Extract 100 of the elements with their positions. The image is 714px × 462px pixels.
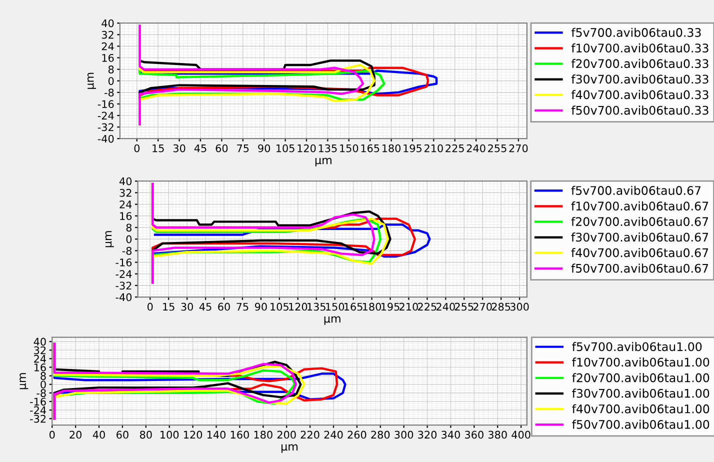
x-tick-label: 160 <box>230 430 249 439</box>
x-tick-label: 80 <box>140 430 152 439</box>
x-tick-label: 60 <box>216 144 228 152</box>
x-tick-label: 45 <box>194 144 206 152</box>
x-tick-label: 30 <box>181 302 193 311</box>
y-tick-label: -24 <box>116 270 132 278</box>
legend-label: f50v700.avib06tau1.00 <box>572 420 710 429</box>
y-tick-label: 32 <box>120 188 132 197</box>
y-tick-label: 0 <box>126 235 132 244</box>
x-tick-label: 60 <box>116 430 128 439</box>
y-tick-label: 32 <box>34 346 46 354</box>
x-tick-label: 300 <box>510 302 529 311</box>
x-tick-label: 285 <box>492 302 510 311</box>
x-tick-label: 90 <box>258 144 270 152</box>
x-tick-label: 150 <box>340 144 358 152</box>
x-tick-label: 320 <box>418 430 437 439</box>
x-tick-label: 270 <box>509 144 528 152</box>
y-tick-label: -32 <box>30 414 46 423</box>
y-axis-title: µm <box>105 231 114 248</box>
x-tick-label: 165 <box>361 144 380 152</box>
text: f5v700.avib06tau0.67 <box>571 186 701 195</box>
x-tick-label: 180 <box>382 144 401 152</box>
x-tick-label: 400 <box>512 430 530 439</box>
x-tick-label: 225 <box>418 302 436 311</box>
y-tick-label: -8 <box>104 88 114 97</box>
x-tick-label: 120 <box>184 430 202 439</box>
y-tick-label: 16 <box>34 363 46 372</box>
y-tick-label: 40 <box>34 338 46 346</box>
x-tick-label: 15 <box>152 144 164 152</box>
x-tick-label: 255 <box>488 144 506 152</box>
y-tick-label: 40 <box>120 177 132 186</box>
x-tick-label: 105 <box>276 144 294 152</box>
x-tick-label: 360 <box>465 430 484 439</box>
y-tick-label: -8 <box>36 389 46 398</box>
y-tick-label: 8 <box>40 372 46 380</box>
x-tick-label: 75 <box>236 302 248 311</box>
y-tick-label: -40 <box>98 134 114 143</box>
x-tick-label: 20 <box>70 430 82 439</box>
x-tick-label: 135 <box>308 302 326 311</box>
x-tick-label: 380 <box>488 430 507 439</box>
y-tick-label: 24 <box>34 354 46 363</box>
x-tick-label: 60 <box>218 302 230 311</box>
y-tick-label: -32 <box>116 282 132 290</box>
y-tick-label: 0 <box>40 380 46 388</box>
y-tick-label: -32 <box>98 123 114 132</box>
x-tick-label: 240 <box>324 430 343 439</box>
x-tick-label: 105 <box>270 302 288 311</box>
text: f10v700.avib06tau0.67 <box>571 201 708 211</box>
x-tick-label: 0 <box>134 144 140 152</box>
y-tick-label: 16 <box>102 54 114 62</box>
x-tick-label: 100 <box>160 430 179 439</box>
x-tick-label: 220 <box>300 430 320 439</box>
y-tick-label: 8 <box>108 66 114 74</box>
y-tick-label: -16 <box>98 100 114 108</box>
legend-label: f50v700.avib06tau0.67 <box>571 264 708 273</box>
legend-label: f50v700.avib06tau0.33 <box>571 106 708 115</box>
x-tick-label: 240 <box>436 302 455 311</box>
x-tick-label: 225 <box>446 144 464 152</box>
x-axis-title: µm <box>324 316 340 325</box>
y-tick-label: 16 <box>120 212 132 220</box>
x-tick-label: 180 <box>362 302 382 311</box>
x-tick-label: 195 <box>404 144 422 152</box>
y-tick-label: -40 <box>116 293 132 302</box>
x-tick-label: 120 <box>289 302 308 311</box>
y-tick-label: -24 <box>98 112 114 120</box>
x-tick-label: 180 <box>254 430 272 439</box>
y-tick-label: -8 <box>122 246 132 255</box>
y-tick-label: -16 <box>30 398 46 406</box>
y-tick-label: 32 <box>102 30 114 39</box>
legend-label: f40v700.avib06tau0.33 <box>571 90 708 100</box>
x-tick-label: 0 <box>49 430 55 439</box>
y-tick-label: 40 <box>102 19 114 28</box>
legend-label: f30v700.avib06tau0.33 <box>571 74 708 84</box>
x-tick-label: 120 <box>298 144 316 152</box>
legend-label: f5v700.avib06tau0.33 <box>571 28 701 37</box>
legend-label: f40v700.avib06tau1.00 <box>572 404 710 414</box>
x-axis-title: µm <box>315 158 332 166</box>
x-tick-label: 15 <box>163 302 174 311</box>
x-tick-label: 30 <box>173 144 186 152</box>
y-tick-label: 8 <box>126 224 132 232</box>
y-tick-label: -16 <box>116 258 132 266</box>
x-tick-label: 75 <box>237 144 249 152</box>
y-tick-label: -24 <box>30 406 46 414</box>
x-tick-label: 135 <box>318 144 337 152</box>
y-tick-label: 0 <box>108 77 114 85</box>
legend-label: f10v700.avib06tau0.33 <box>571 43 708 53</box>
text: f10v700.avib06tau1.00 <box>572 358 710 367</box>
x-tick-label: 200 <box>277 430 296 439</box>
text: f20v700.avib06tau0.67 <box>571 216 708 226</box>
x-tick-label: 0 <box>147 302 153 311</box>
y-tick-label: 24 <box>102 42 114 50</box>
x-tick-label: 140 <box>207 430 226 439</box>
text: f5v700.avib06tau1.00 <box>572 342 702 352</box>
x-tick-label: 240 <box>466 144 486 152</box>
legend-label: f20v700.avib06tau0.33 <box>571 58 708 68</box>
legend-label: f30v700.avib06tau1.00 <box>572 388 710 398</box>
x-tick-label: 90 <box>254 302 267 311</box>
x-tick-label: 210 <box>424 144 443 152</box>
x-tick-label: 210 <box>400 302 418 311</box>
text: f20v700.avib06tau1.00 <box>572 373 710 382</box>
